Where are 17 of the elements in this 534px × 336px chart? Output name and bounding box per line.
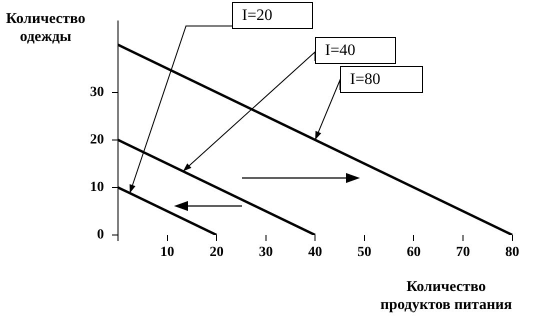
x-tick-label: 30 bbox=[258, 245, 273, 260]
x-tick-label: 80 bbox=[505, 245, 520, 260]
y-tick-label: 10 bbox=[90, 180, 104, 196]
x-tick-label: 10 bbox=[160, 245, 174, 260]
x-tick-label: 20 bbox=[210, 245, 224, 260]
x-tick-label: 50 bbox=[357, 245, 372, 260]
y-tick-label: 0 bbox=[97, 228, 104, 243]
x-tick-label: 70 bbox=[456, 245, 470, 260]
x-tick-label: 40 bbox=[308, 245, 322, 260]
y-tick-label: 30 bbox=[90, 84, 104, 100]
annotation: I=40 bbox=[325, 42, 356, 60]
y-axis-title: Количество одежды bbox=[6, 10, 86, 46]
x-tick-label: 60 bbox=[406, 245, 421, 260]
annotation: I=20 bbox=[242, 7, 272, 24]
x-axis-title: Количество продуктов питания bbox=[380, 278, 512, 314]
annotation: I=80 bbox=[350, 71, 380, 88]
y-tick-label: 20 bbox=[90, 132, 104, 148]
